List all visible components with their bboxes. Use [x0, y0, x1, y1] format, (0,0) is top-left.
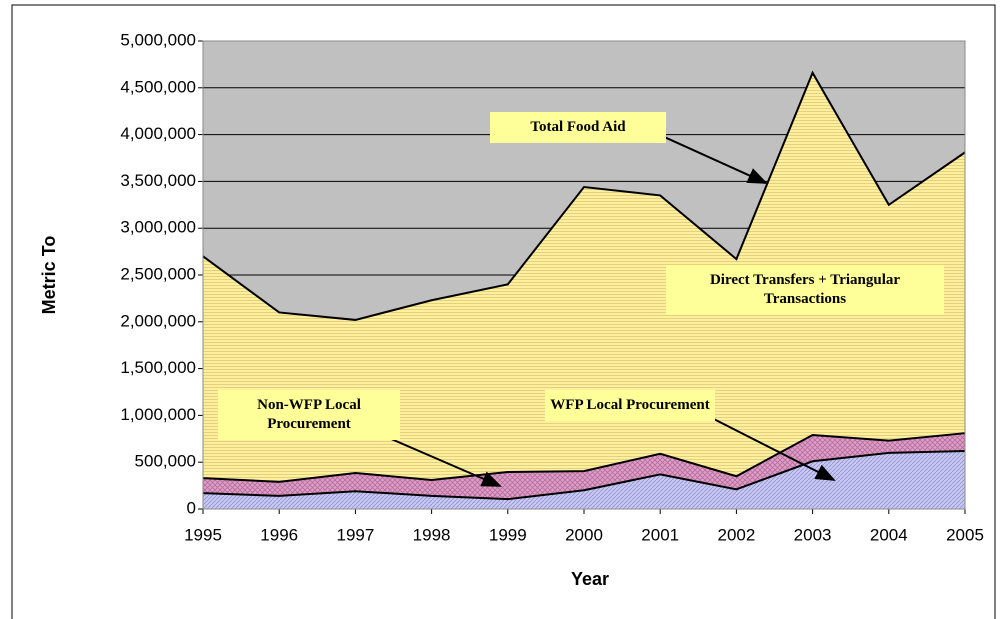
annotation: WFP Local Procurement	[545, 390, 715, 421]
x-tick-label: 1997	[336, 525, 374, 544]
y-axis-title: Metric To	[39, 236, 59, 315]
plot-border	[202, 40, 966, 510]
x-tick-label: 2004	[870, 525, 908, 544]
x-tick-label: 2001	[641, 525, 679, 544]
x-tick-label: 1998	[413, 525, 451, 544]
y-tick-label: 500,000	[135, 452, 196, 471]
x-tick-label: 1995	[184, 525, 222, 544]
y-tick-label: 4,500,000	[120, 77, 196, 96]
y-tick-label: 3,500,000	[120, 171, 196, 190]
y-tick-label: 4,000,000	[120, 124, 196, 143]
area-texture	[203, 433, 965, 500]
annotation: Direct Transfers + Triangular Transactio…	[666, 265, 944, 315]
y-tick-label: 2,500,000	[120, 264, 196, 283]
x-tick-label: 2005	[946, 525, 984, 544]
x-tick-label: 2000	[565, 525, 603, 544]
y-tick-label: 3,000,000	[120, 218, 196, 237]
annotation: Total Food Aid	[490, 112, 666, 143]
chart-frame	[11, 4, 996, 619]
series-line	[202, 70, 966, 321]
series-line	[202, 432, 966, 483]
annotation: Non-WFP Local Procurement	[218, 390, 400, 440]
series-line	[202, 449, 966, 501]
y-tick-label: 5,000,000	[120, 30, 196, 49]
area-texture	[203, 72, 965, 482]
x-axis-title: Year	[571, 569, 609, 589]
y-tick-label: 1,500,000	[120, 358, 196, 377]
y-tick-label: 2,000,000	[120, 311, 196, 330]
x-tick-label: 2003	[794, 525, 832, 544]
y-tick-label: 0	[187, 498, 196, 517]
arrow	[699, 411, 836, 481]
y-tick-label: 1,000,000	[120, 405, 196, 424]
x-tick-label: 1996	[260, 525, 298, 544]
x-tick-label: 1999	[489, 525, 527, 544]
x-tick-label: 2002	[717, 525, 755, 544]
